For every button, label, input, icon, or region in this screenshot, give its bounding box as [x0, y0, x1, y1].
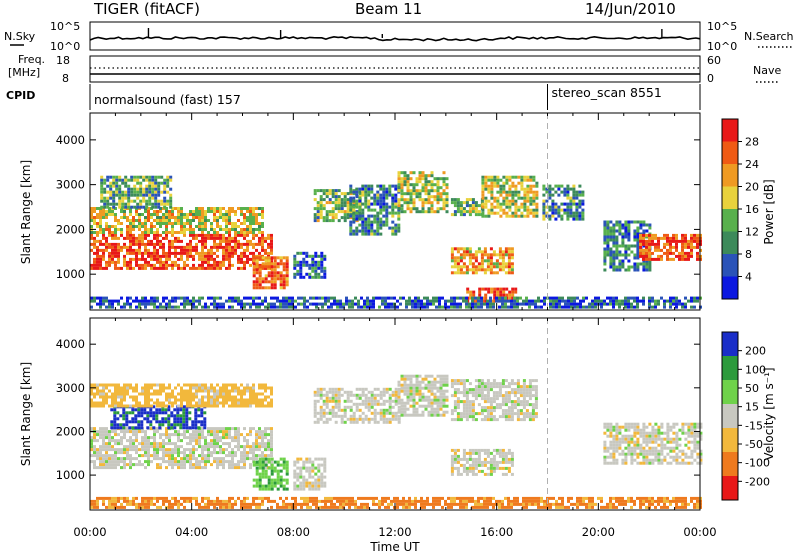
nsky-tick-top: 10^5	[50, 20, 80, 33]
vel-echo-region-10	[90, 496, 702, 509]
colorbar-tick-24: 24	[745, 158, 759, 171]
mode-label-normalsound: normalsound (fast) 157	[94, 92, 241, 107]
power-y-tick-4000: 4000	[56, 133, 85, 147]
freq-label: Freq.	[18, 53, 45, 66]
power-echo-region-3	[252, 256, 289, 290]
noise-trace	[89, 28, 701, 42]
nave-label: Nave	[753, 64, 781, 77]
power-echo-region-15	[90, 296, 702, 309]
colorbar-tick-16: 16	[745, 203, 759, 216]
colorbar-tick-20: 20	[745, 181, 759, 194]
power-colorbar: 4 8 12 16 20 24 28 Power [dB]	[721, 118, 776, 300]
colorbar-tick-100: 100	[745, 363, 766, 376]
vel-y-tick-3000: 3000	[56, 381, 85, 395]
nsky-tick-bottom: 10^0	[50, 40, 80, 53]
power-echo-region-10	[450, 247, 514, 275]
power-echo-region-14	[639, 233, 702, 261]
power-x-ticks	[89, 113, 701, 310]
vel-echo-region-5	[313, 387, 401, 424]
colorbar-tick-28: 28	[745, 136, 759, 149]
beam-title: Beam 11	[355, 0, 422, 18]
nave-tick-bottom: 0	[707, 72, 714, 85]
power-y-tick-2000: 2000	[56, 222, 85, 236]
nsearch-tick-bottom: 10^0	[707, 40, 737, 53]
power-y-tick-3000: 3000	[56, 178, 85, 192]
velocity-heatmap-data	[90, 374, 703, 509]
vel-echo-region-7	[450, 379, 538, 422]
vel-y-tick-4000: 4000	[56, 337, 85, 351]
power-colorbar-cells	[722, 119, 738, 299]
nsearch-label: N.Search	[744, 30, 794, 43]
colorbar-tick-200: 200	[745, 345, 766, 358]
power-echo-region-4	[293, 251, 327, 279]
power-echo-region-7	[397, 171, 449, 214]
vel-y-tick-1000: 1000	[56, 468, 85, 482]
x-tick-5: 20:00	[582, 525, 615, 539]
freq-tick-bottom: 8	[62, 72, 69, 85]
x-tick-3: 12:00	[378, 525, 411, 539]
nsearch-tick-top: 10^5	[707, 20, 737, 33]
vel-echo-region-3	[252, 457, 289, 491]
colorbar-tick-15: 15	[745, 401, 759, 414]
power-colorbar-ticks: 4 8 12 16 20 24 28	[738, 136, 759, 284]
vel-echo-region-6	[397, 374, 449, 417]
velocity-colorbar-cells	[722, 332, 738, 500]
power-y-ticks: 1000 2000 3000 4000	[56, 133, 700, 281]
velocity-colorbar-ticks: 200 100 50 15 -15 -50 -100 -200	[738, 345, 770, 488]
station-title: TIGER (fitACF)	[93, 0, 200, 18]
vel-echo-region-2	[90, 383, 273, 408]
vel-y-tick-2000: 2000	[56, 424, 85, 438]
noise-strip	[89, 21, 701, 51]
power-panel: 1000 2000 3000 4000 Slant Range [km]	[19, 112, 702, 311]
velocity-colorbar-frame	[721, 331, 739, 501]
date-title: 14/Jun/2010	[585, 0, 676, 18]
power-colorbar-label: Power [dB]	[762, 179, 776, 244]
vel-echo-region-1	[110, 405, 207, 430]
power-echo-region-2	[100, 175, 173, 209]
colorbar-tick-4: 4	[745, 271, 752, 284]
x-tick-4: 16:00	[480, 525, 513, 539]
vel-echo-region-9	[603, 422, 703, 465]
vel-echo-region-8	[450, 448, 514, 476]
mode-label-stereo-scan: stereo_scan 8551	[552, 85, 662, 100]
power-echo-region-13	[603, 220, 652, 272]
power-y-label: Slant Range [km]	[19, 160, 33, 264]
colorbar-tick--50: -50	[745, 438, 763, 451]
colorbar-tick--200: -200	[745, 475, 770, 488]
colorbar-tick-8: 8	[745, 248, 752, 261]
velocity-y-label: Slant Range [km]	[19, 362, 33, 466]
colorbar-tick-12: 12	[745, 226, 759, 239]
x-tick-6: 00:00	[683, 525, 716, 539]
colorbar-tick-50: 50	[745, 382, 759, 395]
freq-tick-top: 18	[56, 54, 70, 67]
vel-echo-region-0	[90, 427, 273, 470]
colorbar-tick--15: -15	[745, 419, 763, 432]
vel-echo-region-4	[293, 457, 327, 491]
power-echo-region-0	[90, 233, 273, 270]
velocity-x-ticks	[89, 318, 701, 510]
power-echo-region-8	[450, 198, 484, 217]
x-tick-2: 08:00	[277, 525, 310, 539]
velocity-y-ticks: 1000 2000 3000 4000	[56, 337, 700, 482]
velocity-colorbar: 200 100 50 15 -15 -50 -100 -200 Velocity [m s⁻¹…	[721, 331, 776, 501]
power-echo-region-12	[542, 184, 585, 221]
power-echo-region-1	[90, 207, 264, 234]
freq-unit-label: [MHz]	[8, 66, 40, 79]
power-y-tick-1000: 1000	[56, 267, 85, 281]
velocity-panel: 1000 2000 3000 4000 Slant Range [km]	[19, 317, 703, 511]
colorbar-tick--100: -100	[745, 457, 770, 470]
power-heatmap-data	[90, 171, 702, 309]
velocity-colorbar-label: Velocity [m s⁻¹]	[762, 367, 776, 460]
nave-tick-top: 60	[707, 54, 721, 67]
cpid-label: CPID	[6, 89, 35, 102]
x-tick-0: 00:00	[73, 525, 106, 539]
x-axis-label: Time UT	[369, 540, 420, 554]
freq-strip	[89, 55, 701, 83]
power-echo-region-9	[481, 175, 539, 218]
x-tick-labels: 00:00 04:00 08:00 12:00 16:00 20:00 00:00	[73, 525, 716, 539]
nsky-label: N.Sky	[4, 30, 36, 43]
x-tick-1: 04:00	[175, 525, 208, 539]
